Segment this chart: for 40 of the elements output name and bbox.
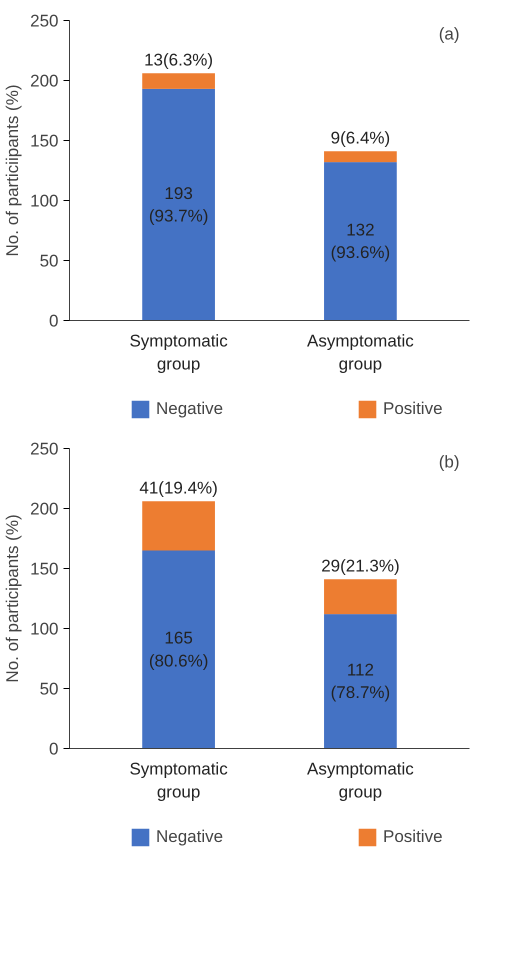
- data-label: 9(6.4%): [330, 128, 390, 148]
- y-tick-label: 100: [30, 620, 59, 638]
- bar: [142, 550, 215, 748]
- y-tick-label: 50: [40, 680, 59, 698]
- x-tick-label: Symptomatic group: [129, 332, 228, 374]
- data-label: 132 (93.6%): [330, 220, 390, 262]
- annotation: (b): [438, 452, 460, 472]
- data-label: 29(21.3%): [321, 556, 400, 576]
- x-tick-label: Asymptomatic group: [307, 332, 414, 374]
- y-tick-label: 250: [30, 12, 59, 30]
- data-label: 193 (93.7%): [148, 184, 208, 226]
- y-tick-label: 100: [30, 192, 59, 210]
- data-label: 13(6.3%): [144, 50, 214, 70]
- legend-label: Negative: [156, 399, 224, 419]
- bar: [324, 151, 397, 162]
- y-tick-label: 200: [30, 500, 59, 518]
- bar: [324, 579, 397, 614]
- y-axis-title: No. of particiipants (%): [3, 84, 22, 256]
- bar: [142, 88, 215, 320]
- data-label: 112 (78.7%): [330, 660, 390, 702]
- y-tick-label: 150: [30, 132, 59, 150]
- data-label: 41(19.4%): [139, 478, 218, 498]
- x-tick-label: Symptomatic group: [129, 760, 228, 802]
- y-tick-label: 150: [30, 560, 59, 578]
- y-tick-label: 50: [40, 252, 59, 270]
- bar: [324, 614, 397, 748]
- bar: [142, 73, 215, 89]
- bar: [324, 162, 397, 320]
- y-axis-title: No. of participants (%): [3, 514, 22, 683]
- y-tick-label: 200: [30, 72, 59, 90]
- x-tick-label: Asymptomatic group: [307, 760, 414, 802]
- legend-label: Positive: [383, 827, 444, 847]
- bar: [142, 501, 215, 550]
- data-label: 165 (80.6%): [148, 628, 208, 670]
- legend-label: Positive: [383, 399, 444, 419]
- annotation: (a): [438, 24, 460, 44]
- legend-label: Negative: [156, 827, 224, 847]
- y-tick-label: 0: [49, 740, 59, 758]
- y-tick-label: 250: [30, 440, 59, 458]
- y-tick-label: 0: [49, 312, 59, 330]
